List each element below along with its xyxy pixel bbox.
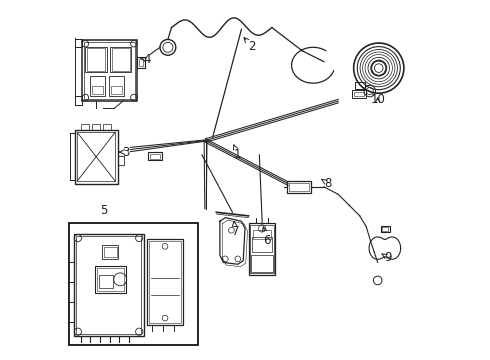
Bar [87, 48, 105, 71]
Text: 6: 6 [262, 227, 271, 247]
Text: 1: 1 [233, 145, 242, 161]
Bar [251, 255, 272, 272]
Bar [287, 181, 311, 193]
Bar [76, 236, 141, 334]
Bar [90, 76, 105, 96]
Bar [148, 152, 162, 160]
Bar [95, 266, 125, 293]
Bar [92, 86, 102, 94]
Text: 3: 3 [120, 145, 130, 158]
Bar [118, 156, 124, 165]
Bar [85, 46, 107, 72]
Bar [75, 40, 82, 47]
Bar [102, 124, 111, 130]
Bar [139, 59, 143, 66]
Bar [149, 154, 160, 159]
Text: 7: 7 [232, 221, 239, 238]
Text: 4: 4 [141, 53, 151, 66]
Bar [137, 57, 145, 68]
Bar [147, 239, 183, 325]
Text: 10: 10 [370, 93, 385, 106]
Bar [248, 223, 275, 275]
Bar [84, 42, 135, 99]
Bar [250, 225, 274, 273]
Bar [69, 223, 198, 345]
Bar [74, 130, 118, 184]
Bar [102, 245, 119, 259]
Bar [92, 124, 100, 130]
Bar [382, 227, 388, 230]
Bar [149, 241, 181, 323]
Bar [253, 230, 271, 239]
Bar [110, 46, 131, 72]
Bar [111, 86, 122, 94]
Bar [74, 234, 144, 336]
Bar [104, 247, 117, 257]
Text: 5: 5 [99, 203, 107, 217]
Bar [252, 237, 272, 252]
Bar [82, 40, 137, 101]
Bar [109, 76, 124, 96]
Bar [355, 82, 365, 89]
Bar [352, 90, 366, 98]
Text: 2: 2 [244, 38, 256, 53]
Bar [112, 48, 129, 71]
Bar [354, 92, 365, 96]
Bar [289, 183, 309, 191]
Bar [75, 96, 82, 105]
Bar [81, 124, 89, 130]
Text: 9: 9 [382, 251, 392, 264]
Bar [381, 226, 390, 232]
Bar [98, 275, 113, 288]
Text: 8: 8 [321, 177, 332, 190]
Bar [97, 268, 124, 291]
Bar [77, 132, 115, 181]
